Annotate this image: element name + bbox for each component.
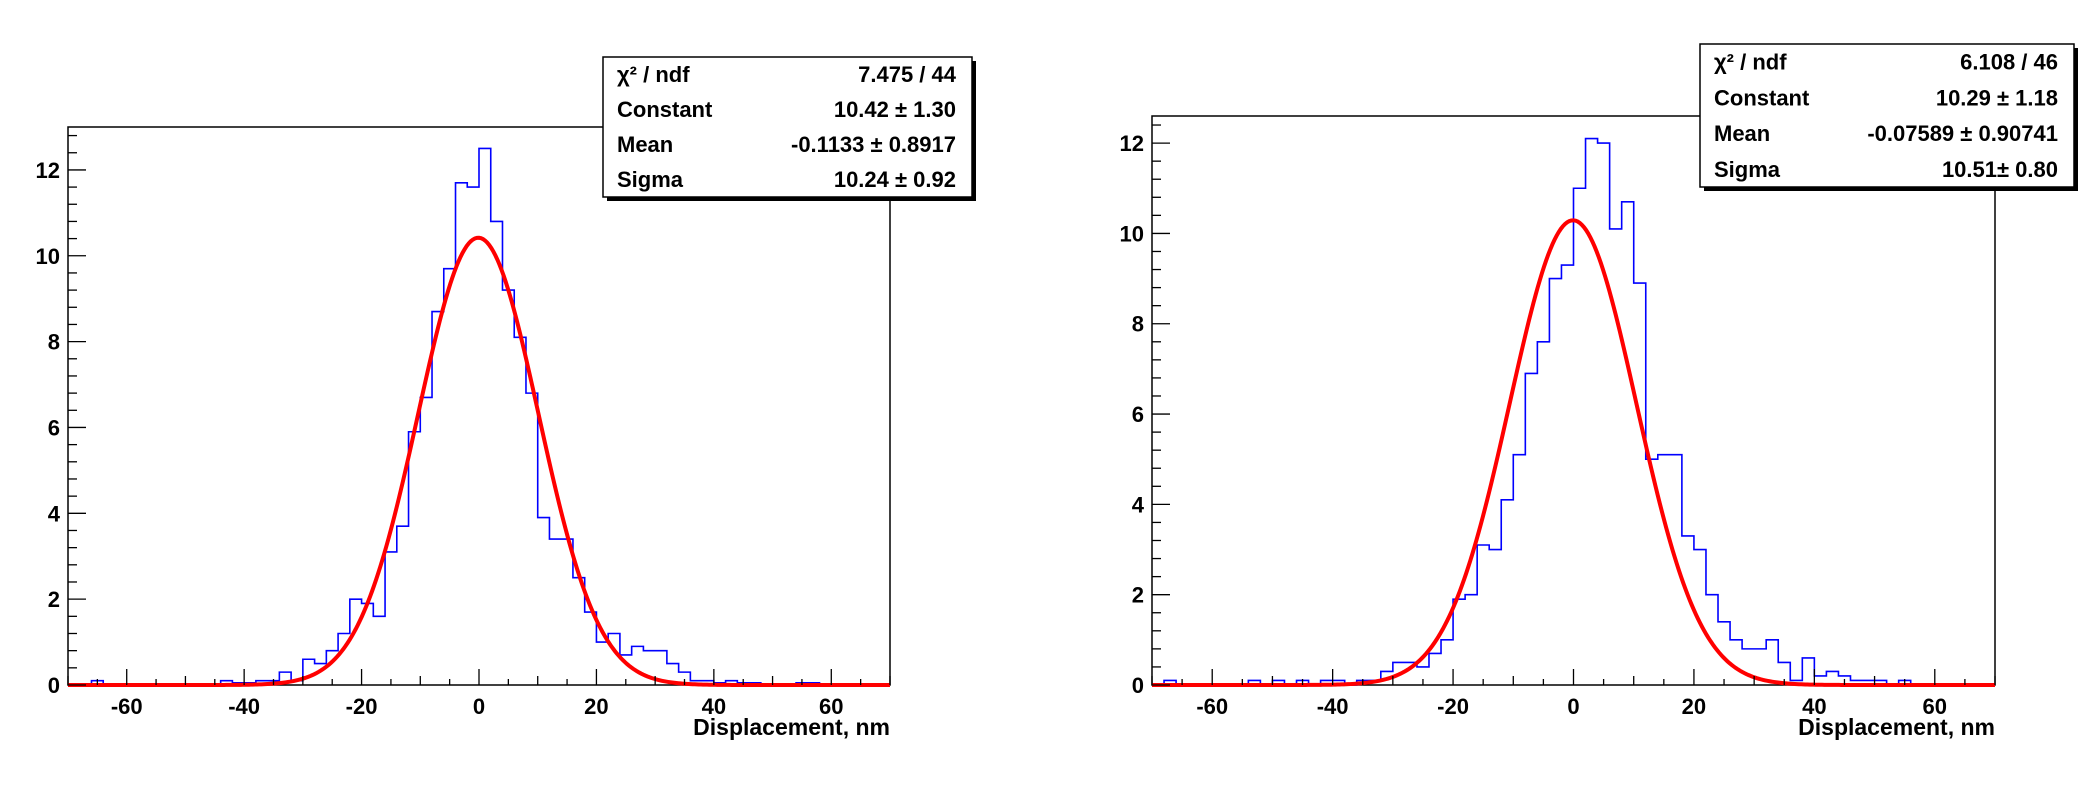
x-tick-label: 20 [584, 694, 608, 719]
stats-value: -0.1133 ± 0.8917 [791, 132, 956, 157]
y-tick-label: 10 [1120, 221, 1144, 246]
stats-label: Constant [1714, 85, 1810, 110]
y-tick-label: 8 [48, 330, 60, 355]
x-tick-label: -20 [1437, 694, 1469, 719]
x-tick-label: -20 [346, 694, 378, 719]
x-tick-label: 20 [1682, 694, 1706, 719]
x-tick-label: -60 [1196, 694, 1228, 719]
x-axis-title: Displacement, nm [693, 714, 890, 740]
x-tick-label: 0 [1567, 694, 1579, 719]
stats-value: 7.475 / 44 [858, 62, 957, 87]
stats-label: Mean [1714, 121, 1770, 146]
histogram-series [1152, 137, 1995, 686]
x-tick-label: 0 [473, 694, 485, 719]
stats-label: χ² / ndf [1714, 50, 1787, 75]
y-tick-label: 4 [1132, 492, 1145, 517]
y-tick-label: 6 [48, 415, 60, 440]
chart-panel-1: -60 -40 -20 0 20 40 60 0 2 4 6 8 10 12 Displacement, n… [36, 56, 976, 740]
y-tick-label: 4 [48, 501, 61, 526]
x-tick-label: -40 [228, 694, 260, 719]
x-tick-label: -60 [111, 694, 143, 719]
x-axis-title: Displacement, nm [1798, 714, 1995, 740]
x-tick-label: -40 [1317, 694, 1349, 719]
y-tick-label: 12 [36, 158, 60, 183]
y-tick-label: 8 [1132, 312, 1144, 337]
stats-value: 6.108 / 46 [1960, 50, 2058, 75]
gaussian-fit-curve [68, 235, 890, 687]
y-tick-label: 0 [48, 673, 60, 698]
stats-label: Constant [617, 97, 713, 122]
y-tick-label: 10 [36, 244, 60, 269]
stats-label: Sigma [617, 167, 684, 192]
plot-frame [67, 126, 891, 686]
stats-label: Sigma [1714, 157, 1781, 182]
stats-box [602, 56, 973, 198]
stats-value: 10.42 ± 1.30 [834, 97, 956, 122]
y-tick-label: 0 [1132, 673, 1144, 698]
x-tick-label: 60 [819, 694, 843, 719]
stats-label: Mean [617, 132, 673, 157]
stats-value: 10.51± 0.80 [1942, 157, 2058, 182]
stats-value: -0.07589 ± 0.90741 [1867, 121, 2058, 146]
y-tick-label: 2 [1132, 583, 1144, 608]
x-tick-label: 40 [702, 694, 726, 719]
stats-value: 10.24 ± 0.92 [834, 167, 956, 192]
stats-box [1699, 43, 2075, 188]
gaussian-fit-curve [1152, 218, 1995, 687]
histogram-series [68, 147, 890, 686]
y-tick-label: 6 [1132, 402, 1144, 427]
stats-value: 10.29 ± 1.18 [1936, 85, 2058, 110]
chart-panel-2: -60 -40 -20 0 20 40 60 0 2 4 6 8 10 12 Displacement, n… [1120, 43, 2078, 740]
y-tick-label: 2 [48, 587, 60, 612]
x-tick-label: 60 [1923, 694, 1947, 719]
x-tick-label: 40 [1802, 694, 1826, 719]
y-tick-label: 12 [1120, 131, 1144, 156]
stats-label: χ² / ndf [617, 62, 690, 87]
